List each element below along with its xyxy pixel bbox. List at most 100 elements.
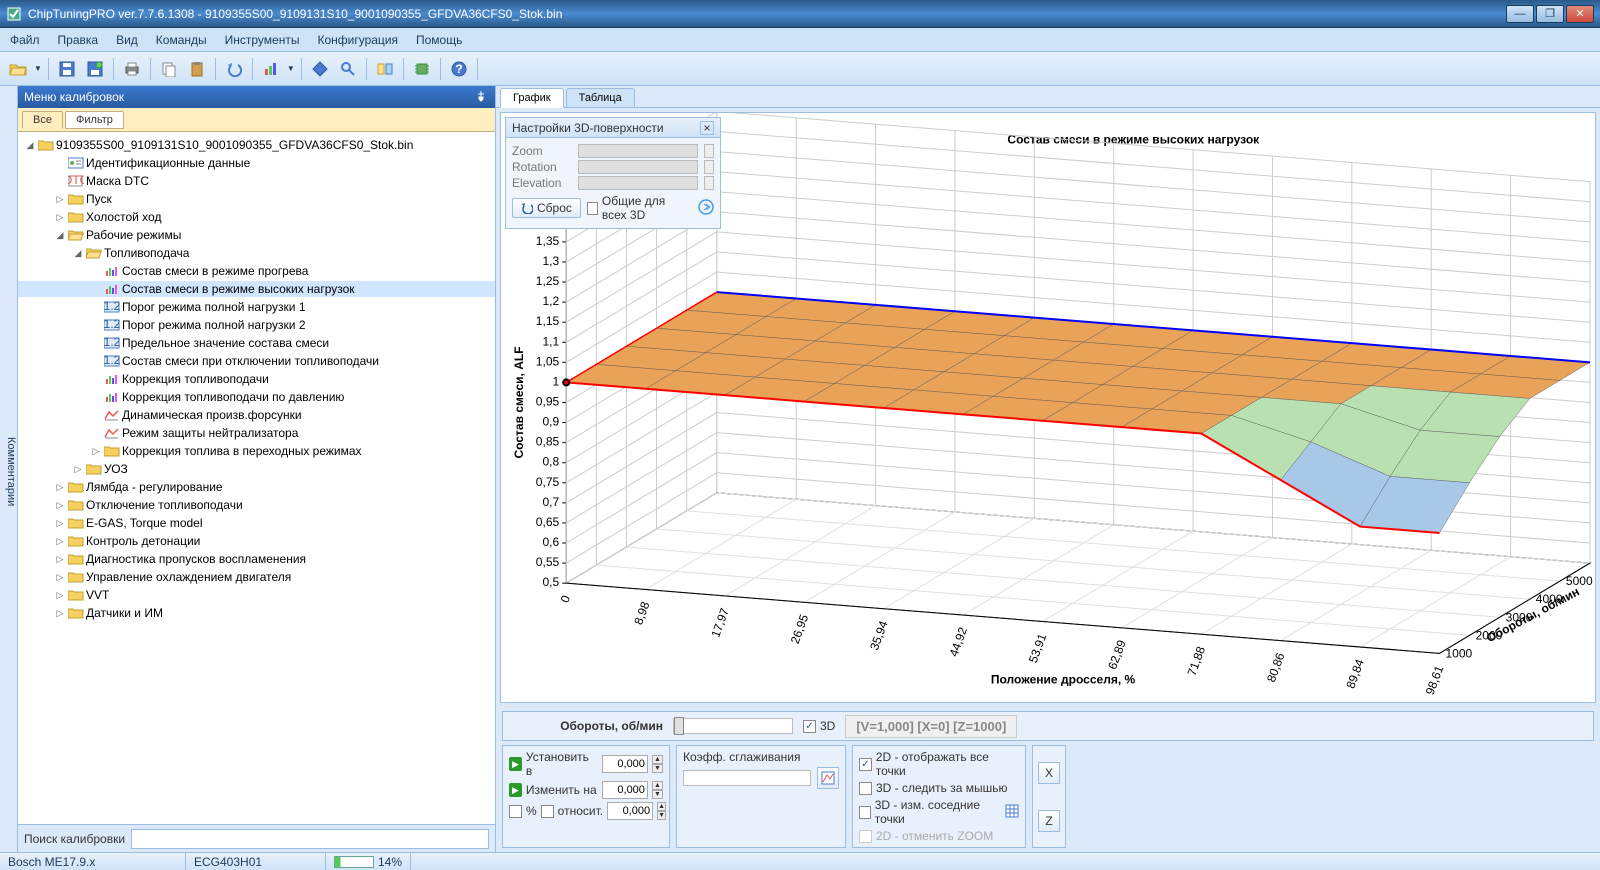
svg-text:1.2: 1.2 bbox=[104, 319, 120, 331]
menu-edit[interactable]: Правка bbox=[54, 31, 103, 49]
search-icon[interactable] bbox=[336, 57, 360, 81]
tree-item[interactable]: ▷Контроль детонации bbox=[18, 533, 495, 549]
print-icon[interactable] bbox=[120, 57, 144, 81]
spinner[interactable]: ▲▼ bbox=[652, 755, 663, 773]
chip-icon[interactable] bbox=[410, 57, 434, 81]
grid-icon[interactable] bbox=[1005, 804, 1019, 821]
compare-icon[interactable] bbox=[373, 57, 397, 81]
tree-item-label: Холостой ход bbox=[86, 210, 161, 224]
tree-item-label: E-GAS, Torque model bbox=[86, 516, 203, 530]
tree-item[interactable]: ▷Датчики и ИМ bbox=[18, 605, 495, 621]
opt-2d-all-points[interactable]: ✓2D - отображать все точки bbox=[859, 750, 1019, 778]
folder-icon bbox=[68, 210, 84, 224]
tree-item[interactable]: ▷E-GAS, Torque model bbox=[18, 515, 495, 531]
reset-button[interactable]: Сброс bbox=[512, 198, 581, 218]
apply-smooth-button[interactable] bbox=[817, 767, 839, 789]
change-by-input[interactable] bbox=[602, 781, 648, 799]
svg-text:?: ? bbox=[455, 62, 462, 76]
checkbox-3d[interactable]: ✓3D bbox=[803, 719, 835, 733]
undo-icon[interactable] bbox=[222, 57, 246, 81]
save-icon[interactable] bbox=[55, 57, 79, 81]
menu-config[interactable]: Конфигурация bbox=[313, 31, 402, 49]
tree-item[interactable]: ▷Пуск bbox=[18, 191, 495, 207]
tree-item[interactable]: Коррекция топливоподачи по давлению bbox=[18, 389, 495, 405]
search-input[interactable] bbox=[131, 829, 489, 849]
tree-item[interactable]: ▷VVT bbox=[18, 587, 495, 603]
tab-table[interactable]: Таблица bbox=[566, 88, 635, 107]
tree-item[interactable]: 1.2Порог режима полной нагрузки 1 bbox=[18, 299, 495, 315]
calibration-tree[interactable]: ◢9109355S00_9109131S10_9001090355_GFDVA3… bbox=[18, 132, 495, 824]
tree-item[interactable]: ▷Лямбда - регулирование bbox=[18, 479, 495, 495]
tree-item[interactable]: 1.2Предельное значение состава смеси bbox=[18, 335, 495, 351]
menu-commands[interactable]: Команды bbox=[152, 31, 211, 49]
common-3d-checkbox[interactable]: Общие для всех 3D bbox=[587, 194, 692, 222]
tree-item[interactable]: ▷Отключение топливоподачи bbox=[18, 497, 495, 513]
elevation-slider[interactable] bbox=[578, 176, 698, 190]
tree-item[interactable]: ▷Холостой ход bbox=[18, 209, 495, 225]
tab-graph[interactable]: График bbox=[500, 88, 564, 108]
tree-item[interactable]: Состав смеси в режиме высоких нагрузок bbox=[18, 281, 495, 297]
rel-input[interactable] bbox=[607, 802, 653, 820]
copy-icon[interactable] bbox=[157, 57, 181, 81]
stats-icon[interactable] bbox=[259, 57, 283, 81]
tree-item[interactable]: ▷Управление охлаждением двигателя bbox=[18, 569, 495, 585]
relative-checkbox[interactable]: относит. bbox=[541, 804, 603, 818]
tree-item[interactable]: Состав смеси в режиме прогрева bbox=[18, 263, 495, 279]
tree-item-label: Диагностика пропусков воспламенения bbox=[86, 552, 306, 566]
percent-checkbox[interactable]: % bbox=[509, 804, 537, 818]
menu-view[interactable]: Вид bbox=[112, 31, 142, 49]
settings-close-icon[interactable]: × bbox=[700, 121, 714, 135]
help-icon[interactable]: ? bbox=[447, 57, 471, 81]
tree-item[interactable]: ◢Топливоподача bbox=[18, 245, 495, 261]
tree-item[interactable]: ▷Диагностика пропусков воспламенения bbox=[18, 551, 495, 567]
diamond-icon[interactable] bbox=[308, 57, 332, 81]
zoom-slider[interactable] bbox=[578, 144, 698, 158]
tree-tab-filter[interactable]: Фильтр bbox=[65, 111, 124, 129]
spinner[interactable]: ▲▼ bbox=[652, 781, 663, 799]
maximize-button[interactable]: ❐ bbox=[1536, 5, 1564, 23]
menu-tools[interactable]: Инструменты bbox=[221, 31, 304, 49]
svg-text:1.2: 1.2 bbox=[104, 337, 120, 349]
tree-tab-all[interactable]: Все bbox=[22, 111, 63, 129]
settings-expand-icon[interactable] bbox=[698, 199, 714, 218]
tree-item[interactable]: ▷Коррекция топлива в переходных режимах bbox=[18, 443, 495, 459]
tree-item[interactable]: 1.2Состав смеси при отключении топливопо… bbox=[18, 353, 495, 369]
svg-text:0,8: 0,8 bbox=[542, 455, 559, 469]
opt-3d-follow-mouse[interactable]: 3D - следить за мышью bbox=[859, 781, 1019, 795]
svg-text:62,89: 62,89 bbox=[1105, 638, 1129, 671]
chart-icon bbox=[104, 372, 120, 386]
tree-item[interactable]: Режим защиты нейтрализатора bbox=[18, 425, 495, 441]
save-as-icon[interactable] bbox=[83, 57, 107, 81]
rpm-slider[interactable] bbox=[673, 718, 793, 734]
spinner[interactable]: ▲▼ bbox=[657, 802, 666, 820]
folder-icon bbox=[68, 570, 84, 584]
tree-item[interactable]: DTCМаска DTC bbox=[18, 173, 495, 189]
smooth-slider[interactable] bbox=[683, 770, 811, 786]
close-button[interactable]: ✕ bbox=[1566, 5, 1594, 23]
svg-text:1: 1 bbox=[553, 374, 560, 388]
status-id: ECG403H01 bbox=[186, 853, 326, 870]
tree-item[interactable]: Динамическая произв.форсунки bbox=[18, 407, 495, 423]
comments-tab[interactable]: Комментарии bbox=[0, 86, 18, 852]
tree-item[interactable]: 1.2Порог режима полной нагрузки 2 bbox=[18, 317, 495, 333]
menu-file[interactable]: Файл bbox=[6, 31, 44, 49]
minimize-button[interactable]: — bbox=[1506, 5, 1534, 23]
folder-icon bbox=[68, 588, 84, 602]
x-button[interactable]: X bbox=[1038, 762, 1060, 784]
paste-icon[interactable] bbox=[185, 57, 209, 81]
arrow-icon[interactable]: ▶ bbox=[509, 757, 522, 771]
open-icon[interactable] bbox=[6, 57, 30, 81]
set-to-input[interactable] bbox=[602, 755, 648, 773]
svg-text:1,3: 1,3 bbox=[542, 254, 559, 268]
tree-item[interactable]: Коррекция топливоподачи bbox=[18, 371, 495, 387]
rotation-slider[interactable] bbox=[578, 160, 698, 174]
arrow-icon[interactable]: ▶ bbox=[509, 783, 522, 797]
pushpin-icon[interactable] bbox=[475, 90, 489, 104]
tree-item[interactable]: ◢Рабочие режимы bbox=[18, 227, 495, 243]
tree-root-label[interactable]: 9109355S00_9109131S10_9001090355_GFDVA36… bbox=[56, 138, 413, 152]
tree-item[interactable]: Идентификационные данные bbox=[18, 155, 495, 171]
menu-help[interactable]: Помощь bbox=[412, 31, 466, 49]
tree-item[interactable]: ▷УОЗ bbox=[18, 461, 495, 477]
opt-3d-neighbor-points[interactable]: 3D - изм. соседние точки bbox=[859, 798, 1019, 826]
z-button[interactable]: Z bbox=[1038, 810, 1060, 832]
